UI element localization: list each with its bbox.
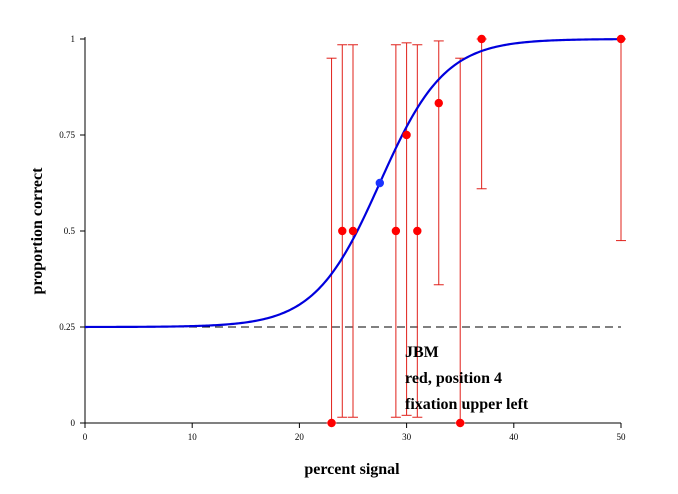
y-axis-title: proportion correct (29, 167, 46, 295)
data-point (456, 418, 465, 428)
x-tick-label: 10 (188, 432, 198, 442)
x-tick-label: 20 (295, 432, 305, 442)
y-tick-label: 0.75 (59, 130, 75, 140)
axes (80, 37, 622, 428)
fit-curve (85, 38, 622, 329)
data-point (338, 226, 347, 236)
data-point (434, 98, 443, 108)
threshold-point (375, 178, 384, 188)
data-point (616, 34, 626, 44)
data-point (348, 226, 358, 236)
y-tick-label: 1 (71, 34, 76, 44)
annotation-subject: JBM (405, 344, 439, 361)
x-tick-label: 30 (402, 432, 412, 442)
annotation-fixation: fixation upper left (405, 396, 529, 413)
y-tick-label: 0.25 (59, 322, 75, 332)
data-point (327, 418, 336, 428)
y-tick-label: 0.5 (64, 226, 76, 236)
x-tick-label: 0 (83, 432, 88, 442)
data-point (402, 130, 411, 140)
data-points (327, 34, 626, 428)
x-tick-label: 40 (509, 432, 519, 442)
fit-curve-group (85, 38, 622, 329)
x-axis-title: percent signal (304, 461, 400, 478)
error-bars (326, 38, 626, 424)
x-tick-label: 50 (617, 432, 627, 442)
annotation-condition: red, position 4 (405, 370, 502, 387)
data-point (413, 226, 422, 236)
y-tick-label: 0 (71, 418, 76, 428)
data-point (477, 34, 486, 44)
data-point (391, 226, 401, 236)
